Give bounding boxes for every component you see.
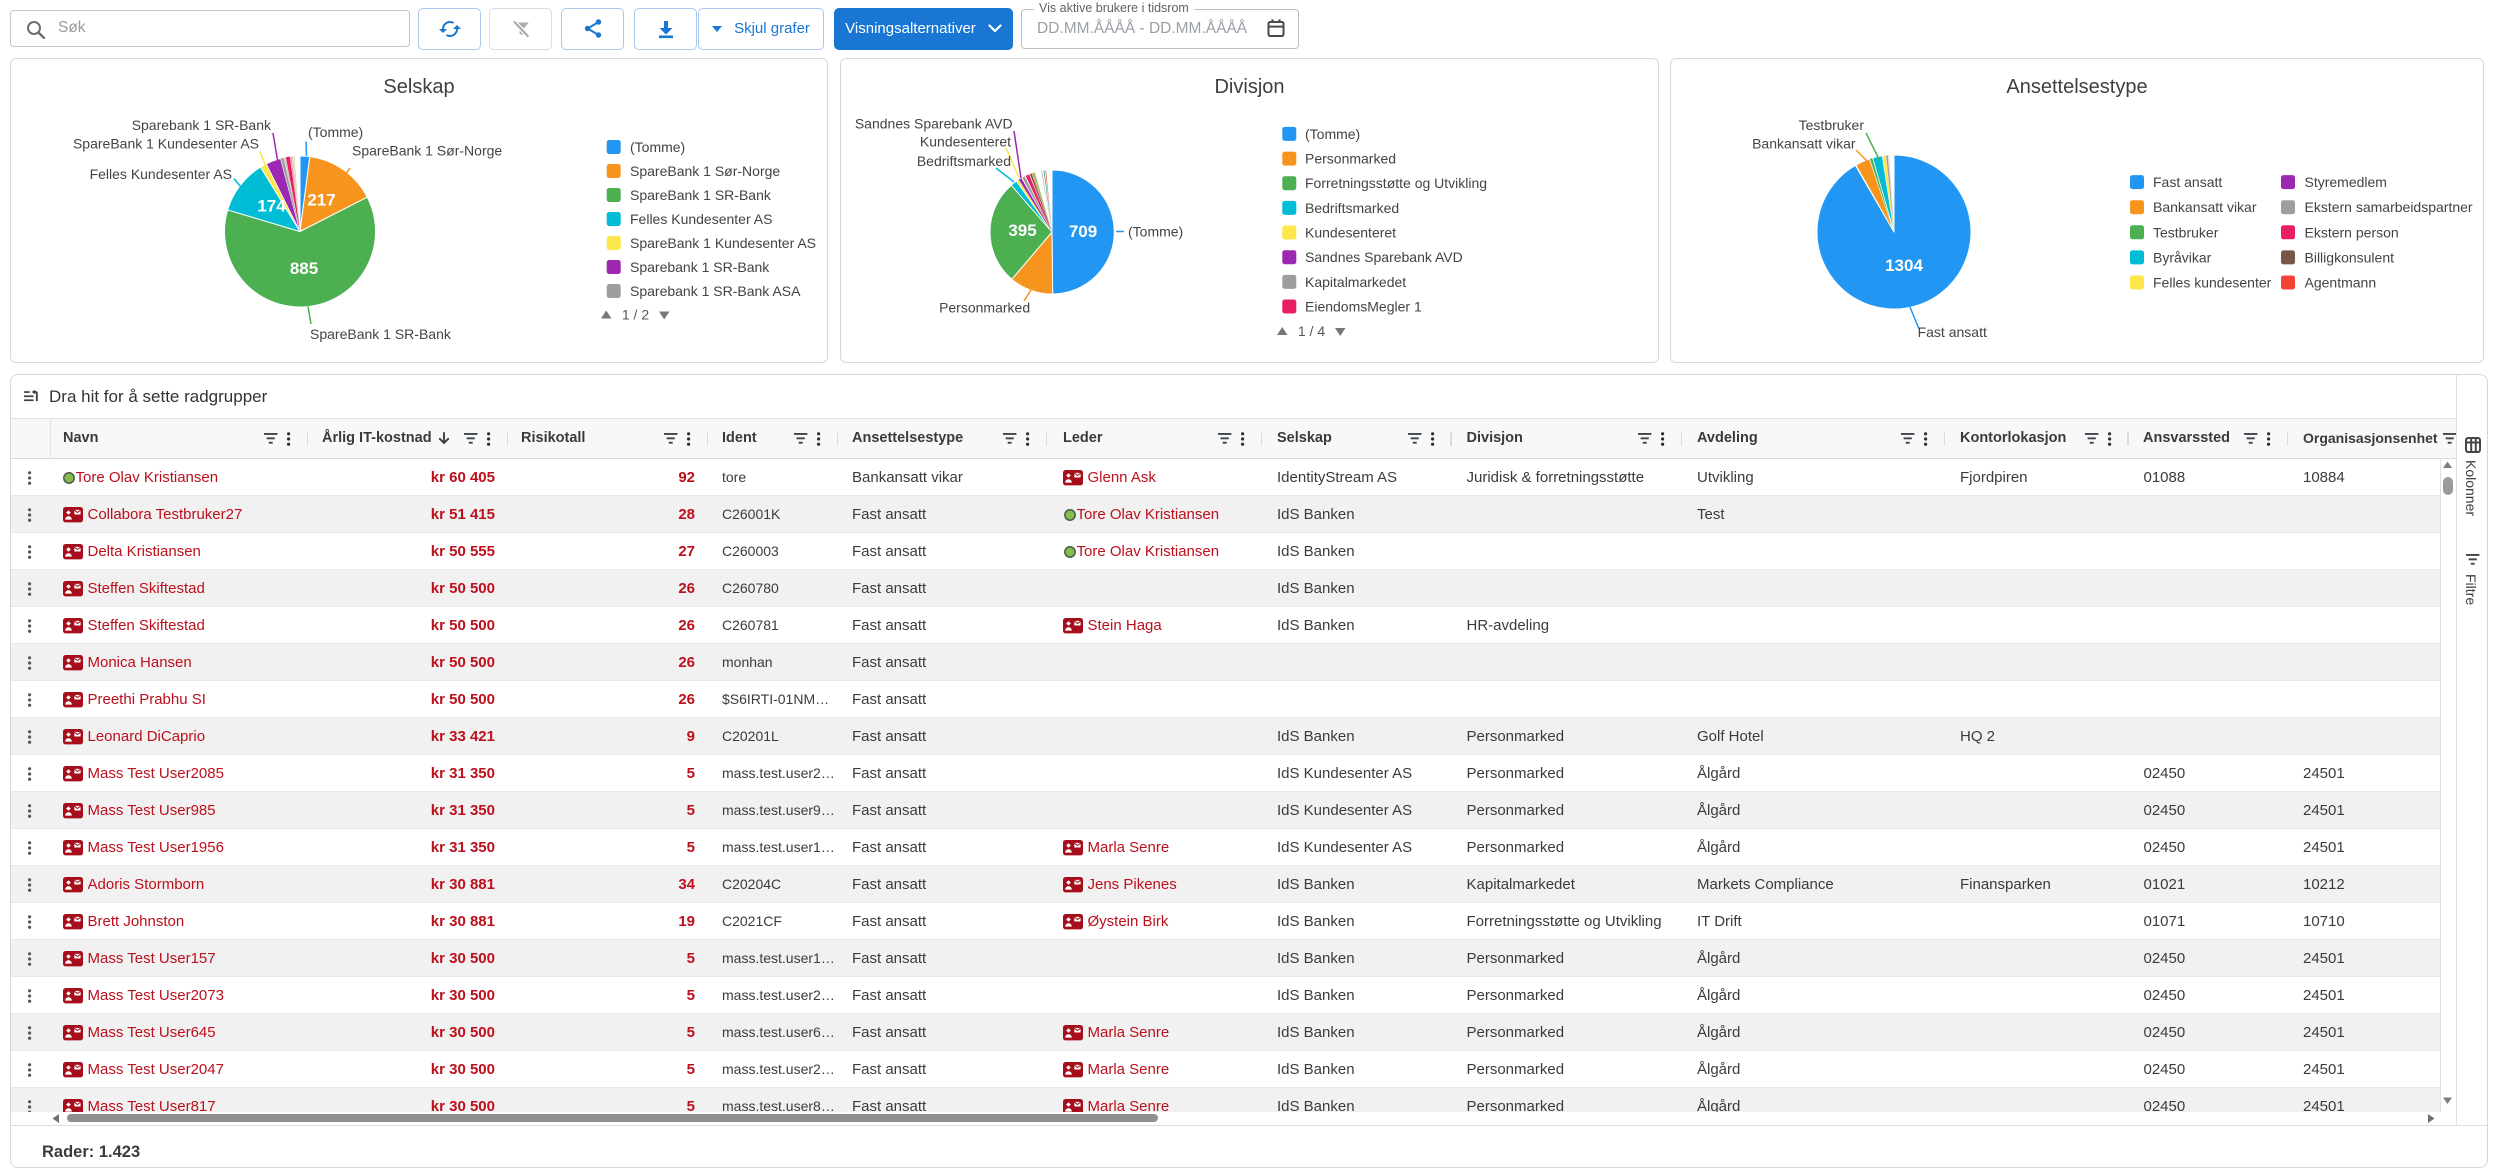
svg-text:Bankansatt vikar: Bankansatt vikar xyxy=(2153,199,2257,215)
svg-text:Bankansatt vikar: Bankansatt vikar xyxy=(1752,136,1856,152)
svg-text:SpareBank 1 SR-Bank: SpareBank 1 SR-Bank xyxy=(630,187,772,203)
svg-text:Personmarked: Personmarked xyxy=(1305,151,1396,167)
svg-text:Billigkonsulent: Billigkonsulent xyxy=(2305,249,2395,265)
svg-text:174: 174 xyxy=(257,197,286,216)
svg-text:Felles kundesenter: Felles kundesenter xyxy=(2153,275,2272,291)
svg-text:Sparebank 1 SR-Bank ASA: Sparebank 1 SR-Bank ASA xyxy=(630,283,801,299)
svg-text:1 / 4: 1 / 4 xyxy=(1298,323,1325,339)
svg-text:Bedriftsmarked: Bedriftsmarked xyxy=(1305,200,1399,216)
svg-text:Bedriftsmarked: Bedriftsmarked xyxy=(917,153,1011,169)
svg-text:Forretningsstøtte og Utvikling: Forretningsstøtte og Utvikling xyxy=(1305,175,1487,191)
svg-text:SpareBank 1 Sør-Norge: SpareBank 1 Sør-Norge xyxy=(352,143,502,159)
svg-text:Byråvikar: Byråvikar xyxy=(2153,249,2212,265)
svg-text:Personmarked: Personmarked xyxy=(939,300,1030,316)
svg-text:Sparebank 1 SR-Bank: Sparebank 1 SR-Bank xyxy=(630,259,770,275)
svg-text:SpareBank 1 Kundesenter AS: SpareBank 1 Kundesenter AS xyxy=(630,235,816,251)
svg-text:(Tomme): (Tomme) xyxy=(1128,224,1183,240)
svg-text:(Tomme): (Tomme) xyxy=(1305,126,1360,142)
svg-text:Kapitalmarkedet: Kapitalmarkedet xyxy=(1305,274,1406,290)
svg-text:Styremedlem: Styremedlem xyxy=(2305,174,2387,190)
svg-text:Sparebank 1 SR-Bank: Sparebank 1 SR-Bank xyxy=(132,117,272,133)
svg-text:Kundesenteret: Kundesenteret xyxy=(920,134,1011,150)
svg-text:Felles Kundesenter AS: Felles Kundesenter AS xyxy=(90,166,232,182)
svg-text:SpareBank 1 SR-Bank: SpareBank 1 SR-Bank xyxy=(310,326,452,342)
svg-text:Ekstern person: Ekstern person xyxy=(2305,224,2399,240)
svg-text:(Tomme): (Tomme) xyxy=(630,139,685,155)
svg-text:709: 709 xyxy=(1069,222,1097,241)
svg-text:Agentmann: Agentmann xyxy=(2305,275,2377,291)
svg-text:1 / 2: 1 / 2 xyxy=(622,307,649,323)
svg-text:Sandnes Sparebank AVD: Sandnes Sparebank AVD xyxy=(1305,249,1463,265)
svg-text:Testbruker: Testbruker xyxy=(2153,224,2219,240)
svg-text:Ekstern samarbeidspartner: Ekstern samarbeidspartner xyxy=(2305,199,2473,215)
svg-text:Felles Kundesenter AS: Felles Kundesenter AS xyxy=(630,211,772,227)
svg-text:Sandnes Sparebank AVD: Sandnes Sparebank AVD xyxy=(855,116,1013,132)
svg-text:EiendomsMegler 1: EiendomsMegler 1 xyxy=(1305,299,1422,315)
svg-text:Fast ansatt: Fast ansatt xyxy=(1918,324,1987,340)
svg-text:SpareBank 1 Sør-Norge: SpareBank 1 Sør-Norge xyxy=(630,163,780,179)
svg-text:217: 217 xyxy=(307,191,335,210)
svg-text:885: 885 xyxy=(290,259,318,278)
svg-text:Fast ansatt: Fast ansatt xyxy=(2153,174,2222,190)
svg-text:Testbruker: Testbruker xyxy=(1799,117,1865,133)
svg-text:SpareBank 1 Kundesenter AS: SpareBank 1 Kundesenter AS xyxy=(73,136,259,152)
svg-text:Kundesenteret: Kundesenteret xyxy=(1305,225,1396,241)
svg-text:395: 395 xyxy=(1008,221,1036,240)
svg-text:(Tomme): (Tomme) xyxy=(308,124,363,140)
svg-text:1304: 1304 xyxy=(1885,256,1923,275)
